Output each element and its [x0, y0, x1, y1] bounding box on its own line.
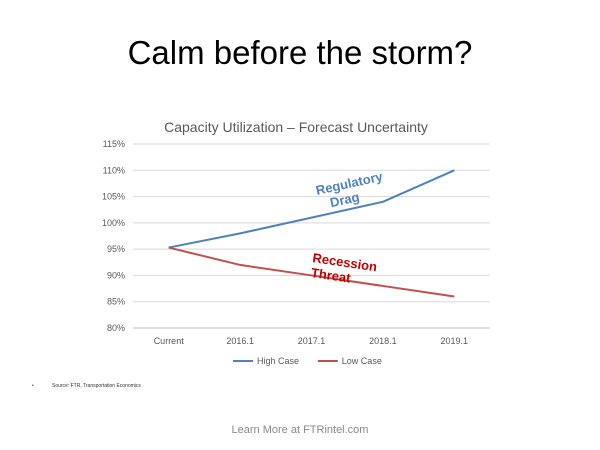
legend-label: Low Case [342, 356, 382, 366]
series-line-high-case [168, 169, 455, 249]
series-line-low-case [168, 246, 455, 298]
slide-title: Calm before the storm? [127, 34, 473, 71]
y-tick-label: 110% [103, 165, 125, 175]
x-axis-ticks: Current 2016.1 2017.1 2018.1 2019.1 [154, 336, 468, 346]
x-tick-label: 2017.1 [298, 336, 326, 346]
footnote-bullet: • [32, 383, 34, 389]
legend-label: High Case [257, 356, 299, 366]
y-tick-label: 95% [107, 244, 125, 254]
y-tick-label: 105% [102, 192, 125, 202]
y-tick-label: 90% [107, 270, 125, 280]
series-lines [168, 169, 455, 298]
x-tick-label: 2018.1 [369, 336, 397, 346]
annotation-line2: Threat [310, 265, 352, 286]
y-axis-ticks: 80% 85% 90% 95% 100% 105% 110% 115% [102, 139, 125, 333]
footnote-text: Source: FTR, Transportation Economics [52, 383, 141, 389]
annotation-line2: Drag [329, 189, 361, 210]
y-tick-label: 100% [102, 218, 125, 228]
footer-link-text: Learn More at FTRintel.com [231, 424, 369, 436]
y-tick-label: 115% [103, 139, 125, 149]
legend: High Case Low Case [233, 356, 382, 366]
chart-title: Capacity Utilization – Forecast Uncertai… [164, 119, 428, 135]
x-tick-label: Current [154, 336, 185, 346]
x-tick-label: 2016.1 [226, 336, 254, 346]
x-tick-label: 2019.1 [441, 336, 469, 346]
y-tick-label: 85% [107, 297, 125, 307]
source-footnote: • Source: FTR, Transportation Economics [32, 383, 141, 389]
y-tick-label: 80% [107, 323, 125, 333]
gridlines [133, 143, 490, 329]
